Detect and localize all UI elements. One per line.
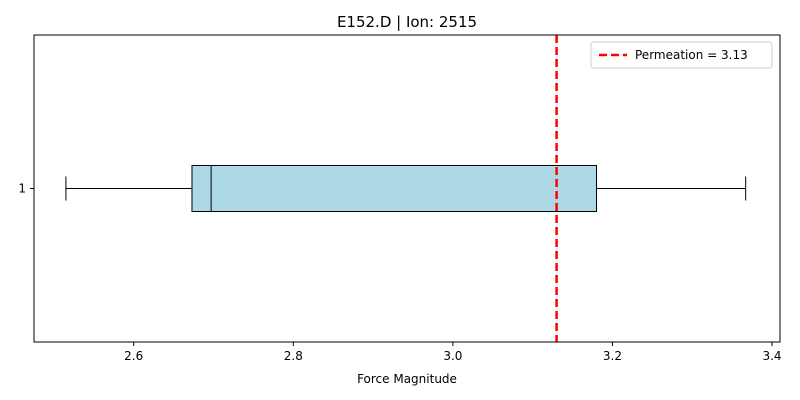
legend-label: Permeation = 3.13 [635,48,748,62]
x-axis: 2.6 2.8 3.0 3.2 3.4 [124,342,782,363]
plot-area [65,35,747,342]
chart-title: E152.D | Ion: 2515 [337,13,477,31]
legend: Permeation = 3.13 [590,41,773,69]
y-tick-label: 1 [18,182,26,196]
x-tick-label: 3.2 [603,349,622,363]
x-tick-label: 2.6 [124,349,143,363]
legend-box [590,41,773,69]
x-tick-label: 3.4 [762,349,781,363]
y-axis: 1 [18,182,34,196]
x-tick-label: 3.0 [443,349,462,363]
box-iqr [191,165,597,212]
x-axis-label: Force Magnitude [357,372,457,386]
x-tick-label: 2.8 [284,349,303,363]
